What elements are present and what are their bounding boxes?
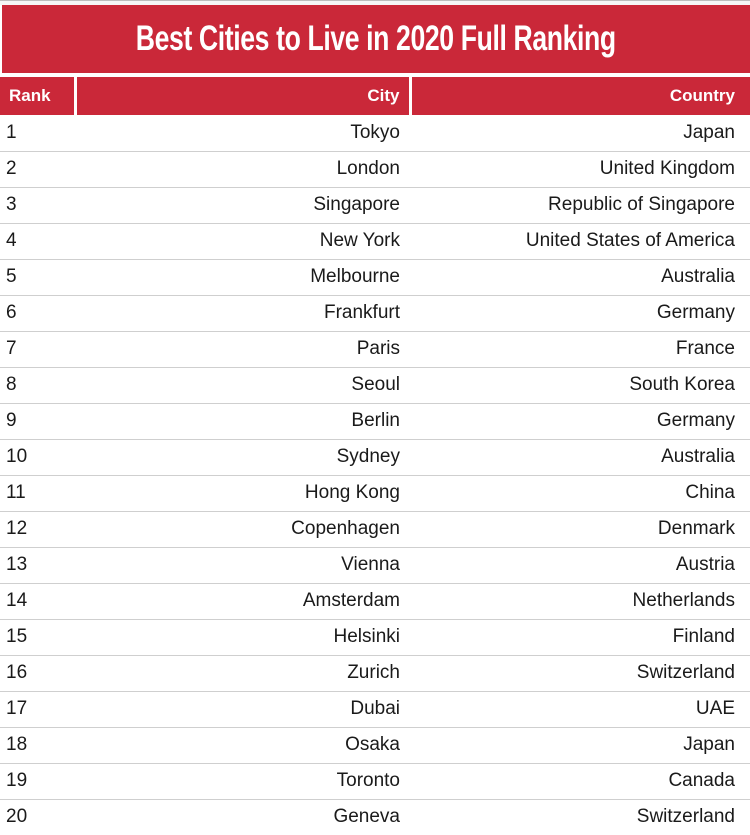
rank-cell: 18 [0,727,75,764]
rank-cell: 7 [0,331,75,368]
country-cell: Denmark [410,511,750,548]
city-cell: Dubai [75,691,410,728]
table-row: 6 Frankfurt Germany [0,295,750,332]
page-title: Best Cities to Live in 2020 Full Ranking [136,19,616,58]
rank-cell: 8 [0,367,75,404]
city-cell: Tokyo [75,115,410,152]
table-row: 13 Vienna Austria [0,547,750,584]
table-row: 17 Dubai UAE [0,691,750,728]
table-row: 4 New York United States of America [0,223,750,260]
country-cell: United States of America [410,223,750,260]
column-header-rank: Rank [0,77,75,115]
table-row: 19 Toronto Canada [0,763,750,800]
table-row: 16 Zurich Switzerland [0,655,750,692]
ranking-table-body: 1 Tokyo Japan 2 London United Kingdom 3 Singapo… [0,115,750,835]
country-cell: Switzerland [410,799,750,835]
city-cell: Zurich [75,655,410,692]
city-cell: Melbourne [75,259,410,296]
city-cell: Hong Kong [75,475,410,512]
city-cell: Berlin [75,403,410,440]
country-cell: South Korea [410,367,750,404]
ranking-table: Rank City Country 1 Tokyo Japan 2 London Unit… [0,77,750,835]
column-header-city: City [73,77,410,115]
rank-cell: 20 [0,799,75,835]
rank-cell: 9 [0,403,75,440]
city-cell: Singapore [75,187,410,224]
table-row: 12 Copenhagen Denmark [0,511,750,548]
country-cell: Finland [410,619,750,656]
table-row: 9 Berlin Germany [0,403,750,440]
table-row: 7 Paris France [0,331,750,368]
table-row: 2 London United Kingdom [0,151,750,188]
table-row: 20 Geneva Switzerland [0,799,750,835]
header-row: Rank City Country [0,77,750,115]
country-cell: Canada [410,763,750,800]
rank-cell: 11 [0,475,75,512]
country-cell: Germany [410,295,750,332]
city-cell: Osaka [75,727,410,764]
country-cell: Austria [410,547,750,584]
rank-cell: 5 [0,259,75,296]
rank-cell: 3 [0,187,75,224]
country-cell: Japan [410,727,750,764]
rank-cell: 14 [0,583,75,620]
city-cell: Seoul [75,367,410,404]
table-row: 18 Osaka Japan [0,727,750,764]
column-header-country: Country [408,77,750,115]
country-cell: Germany [410,403,750,440]
table-row: 11 Hong Kong China [0,475,750,512]
city-cell: Helsinki [75,619,410,656]
country-cell: Japan [410,115,750,152]
city-cell: New York [75,223,410,260]
top-edge-strip [0,0,750,5]
title-header-gap [0,73,750,77]
ranking-table-header: Rank City Country [0,77,750,115]
city-cell: Geneva [75,799,410,835]
country-cell: Australia [410,259,750,296]
rank-cell: 15 [0,619,75,656]
country-cell: Australia [410,439,750,476]
rank-cell: 1 [0,115,75,152]
table-row: 15 Helsinki Finland [0,619,750,656]
title-band: Best Cities to Live in 2020 Full Ranking [2,5,750,73]
country-cell: France [410,331,750,368]
city-cell: Copenhagen [75,511,410,548]
rank-cell: 10 [0,439,75,476]
table-row: 14 Amsterdam Netherlands [0,583,750,620]
rank-cell: 19 [0,763,75,800]
rank-cell: 12 [0,511,75,548]
rank-cell: 4 [0,223,75,260]
rank-cell: 13 [0,547,75,584]
table-row: 5 Melbourne Australia [0,259,750,296]
table-row: 3 Singapore Republic of Singapore [0,187,750,224]
country-cell: Netherlands [410,583,750,620]
city-cell: London [75,151,410,188]
rank-cell: 2 [0,151,75,188]
rank-cell: 17 [0,691,75,728]
city-cell: Toronto [75,763,410,800]
rank-cell: 16 [0,655,75,692]
city-cell: Amsterdam [75,583,410,620]
country-cell: China [410,475,750,512]
country-cell: Republic of Singapore [410,187,750,224]
city-cell: Sydney [75,439,410,476]
city-cell: Paris [75,331,410,368]
city-cell: Frankfurt [75,295,410,332]
country-cell: UAE [410,691,750,728]
country-cell: United Kingdom [410,151,750,188]
table-row: 8 Seoul South Korea [0,367,750,404]
city-cell: Vienna [75,547,410,584]
rank-cell: 6 [0,295,75,332]
country-cell: Switzerland [410,655,750,692]
table-row: 10 Sydney Australia [0,439,750,476]
table-row: 1 Tokyo Japan [0,115,750,152]
